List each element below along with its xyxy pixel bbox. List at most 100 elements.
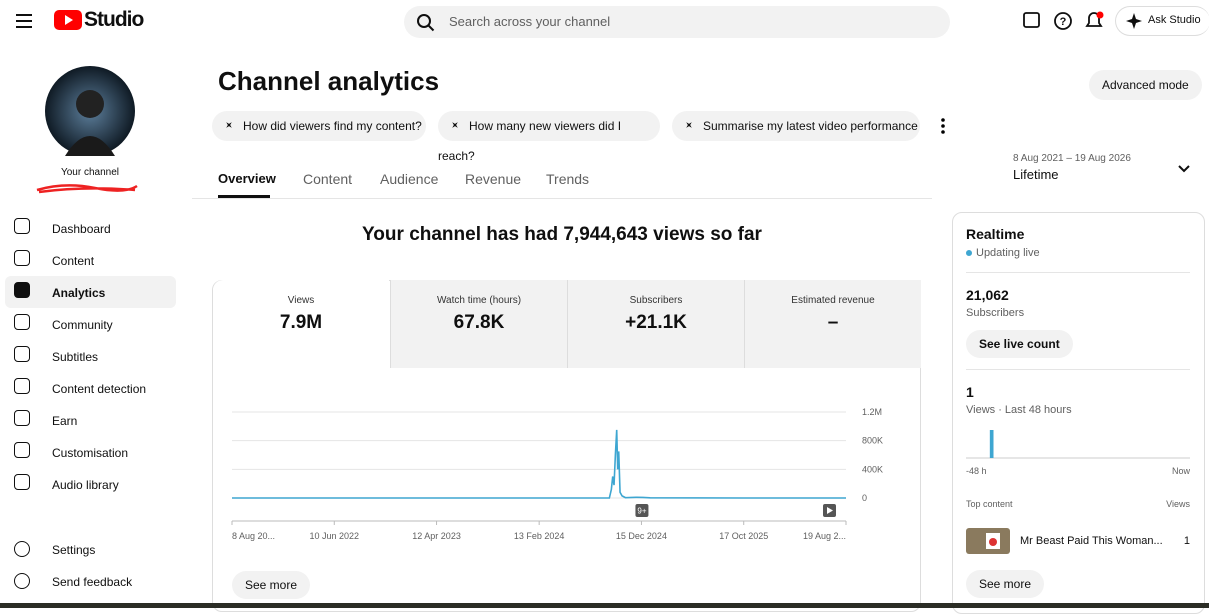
ask-studio-button[interactable]: Ask Studio (1115, 6, 1209, 36)
metric-label: Estimated revenue (791, 295, 875, 306)
tab-underline (218, 195, 270, 198)
nav-item[interactable]: Analytics (52, 286, 106, 300)
play-glyph (827, 507, 833, 514)
nav-item[interactable]: Community (52, 318, 113, 332)
annotation-badge (635, 504, 649, 517)
nav-icon[interactable] (14, 314, 30, 330)
realtime-see-more[interactable]: See more (966, 570, 1045, 598)
divider (966, 369, 1190, 370)
video-thumbnail[interactable] (966, 528, 1010, 554)
nav-item[interactable]: Send feedback (52, 575, 133, 589)
header-icons[interactable]: ? (1022, 11, 1112, 31)
x-tick-label: 19 Aug 2... (803, 531, 846, 541)
metric-value: 67.8K (453, 312, 505, 333)
channel-avatar[interactable] (45, 66, 135, 156)
tab[interactable]: Revenue (465, 171, 522, 187)
nav-icon[interactable] (14, 218, 30, 234)
metric-tab[interactable]: Subscribers +21.1K (567, 280, 744, 368)
subscriber-label: Subscribers (966, 307, 1025, 319)
status-text: Updating live (976, 247, 1040, 259)
nav-item[interactable]: Customisation (52, 446, 129, 460)
y-tick-label: 800K (862, 436, 883, 446)
top-content-label: Top content (966, 499, 1013, 509)
nav-icon[interactable] (14, 410, 30, 426)
nav-icon[interactable] (14, 250, 30, 266)
suggestion-chip[interactable]: How many new viewers did I reach? (438, 111, 660, 163)
live-count-button[interactable]: See live count (966, 330, 1073, 358)
realtime-views-label: Views · Last 48 hours (966, 404, 1072, 416)
period[interactable]: Lifetime (1013, 167, 1059, 182)
sparkle (683, 119, 694, 130)
yt-logo[interactable] (54, 10, 82, 30)
x-tick-label: 13 Feb 2024 (514, 531, 565, 541)
search-box[interactable]: Search across your channel (404, 6, 950, 38)
suggestion-chip[interactable]: How did viewers find my content? (212, 111, 426, 141)
nav-item[interactable]: Earn (52, 414, 78, 428)
video-title[interactable]: Mr Beast Paid This Woman... (1020, 535, 1163, 547)
metric-tab[interactable]: Views 7.9M (213, 280, 389, 368)
y-tick-label: 1.2M (862, 407, 882, 417)
suggestion-text: Summarise my latest video performance (703, 119, 918, 133)
suggestion-text: How many new viewers did I reach? (438, 119, 622, 163)
nav-active-bg (5, 276, 176, 308)
headline: Your channel has had 7,944,643 views so … (362, 224, 762, 245)
redaction-scribble (36, 184, 138, 194)
nav-item[interactable]: Subtitles (52, 350, 99, 364)
svg-text:?: ? (1060, 16, 1067, 28)
chevron[interactable] (1177, 164, 1191, 174)
y-tick-label: 0 (862, 493, 867, 503)
nav-icon[interactable] (14, 442, 30, 458)
nav-icon[interactable] (14, 346, 30, 362)
metric-tab[interactable]: Watch time (hours) 67.8K (390, 280, 567, 368)
nav-item[interactable]: Content detection (52, 382, 147, 396)
metric-tab[interactable]: Estimated revenue – (744, 280, 921, 368)
realtime-views: 1 (966, 384, 974, 400)
views-line (232, 429, 846, 499)
realtime-bars: -48 h Now (966, 430, 1190, 476)
nav-item[interactable]: Audio library (52, 478, 119, 492)
tab[interactable]: Overview (218, 171, 276, 186)
nav-item[interactable]: Settings (52, 543, 96, 557)
metric-label: Subscribers (629, 295, 683, 306)
x-tick-label: 8 Aug 20... (232, 531, 275, 541)
nav-icon[interactable] (14, 474, 30, 490)
axis-start: -48 h (966, 466, 987, 476)
nav-item[interactable]: Content (52, 254, 95, 268)
nav-icon[interactable] (14, 573, 30, 589)
metric-value: – (827, 312, 839, 333)
search-icon (417, 14, 435, 32)
realtime-status: Updating live (966, 247, 1040, 259)
axis-end: Now (1172, 466, 1190, 476)
menu-icon[interactable] (14, 13, 34, 29)
realtime-title: Realtime (966, 226, 1025, 242)
nav-icon[interactable] (14, 378, 30, 394)
x-tick-label: 17 Oct 2025 (719, 531, 768, 541)
advanced-mode-button[interactable]: Advanced mode (1089, 70, 1202, 100)
nav-icon[interactable] (14, 282, 30, 298)
tab[interactable]: Trends (546, 171, 590, 187)
logo-text[interactable]: Studio (84, 8, 144, 31)
subscriber-count: 21,062 (966, 287, 1009, 303)
date-range: 8 Aug 2021 – 19 Aug 2026 (1013, 153, 1131, 164)
nav-item[interactable]: Dashboard (52, 222, 111, 236)
page-title: Channel analytics (218, 66, 440, 96)
suggestion-text: How did viewers find my content? (243, 119, 422, 133)
taskbar-strip (0, 603, 1209, 608)
sparkle (223, 119, 234, 130)
top-views-label: Views (1166, 499, 1190, 509)
nav-icon[interactable] (14, 541, 30, 557)
metric-value: +21.1K (625, 312, 687, 333)
see-more-button[interactable]: See more (232, 571, 311, 599)
more-icon[interactable] (938, 117, 948, 135)
sparkle (449, 119, 460, 130)
divider (192, 198, 932, 199)
x-tick-label: 12 Apr 2023 (412, 531, 461, 541)
tab[interactable]: Audience (380, 171, 439, 187)
suggestion-chip[interactable]: Summarise my latest video performance (672, 111, 920, 141)
tab[interactable]: Content (303, 171, 353, 187)
live-dot (966, 250, 972, 256)
metric-label: Watch time (hours) (436, 295, 522, 306)
y-tick-label: 400K (862, 464, 883, 474)
realtime-bar (989, 430, 994, 458)
